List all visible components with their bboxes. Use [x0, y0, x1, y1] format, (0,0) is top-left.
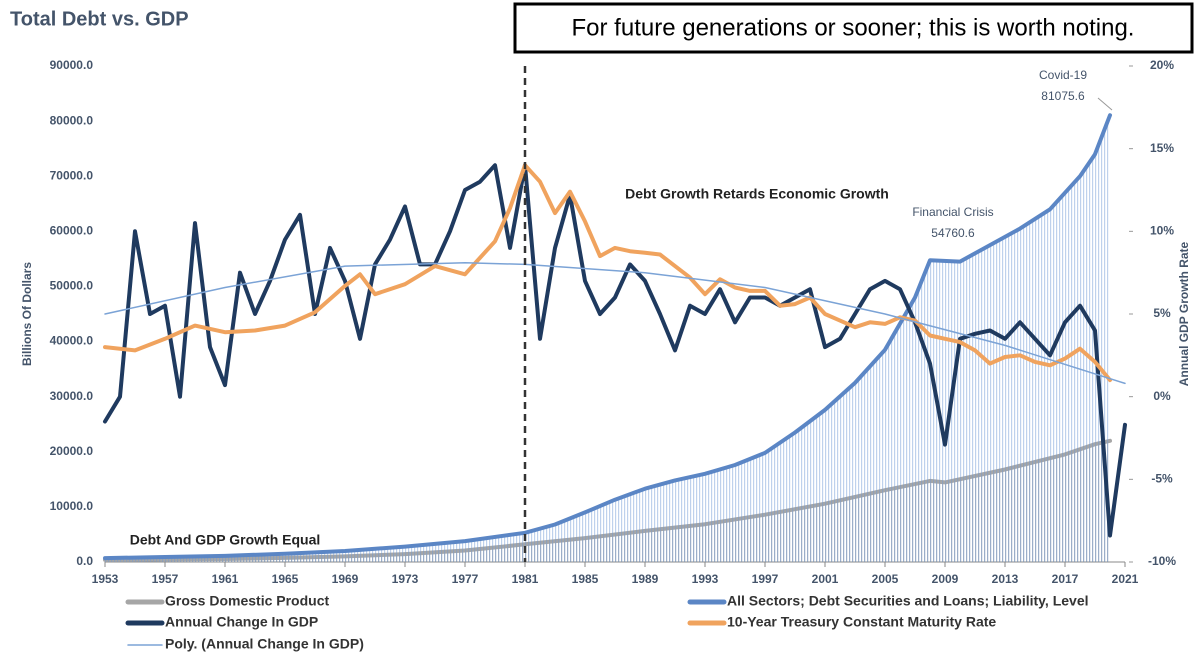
legend-label: Poly. (Annual Change In GDP)	[165, 636, 364, 652]
x-tick-label: 2021	[1112, 572, 1139, 586]
x-tick-label: 1981	[512, 572, 539, 586]
x-tick-label: 1957	[152, 572, 179, 586]
legend-label: 10-Year Treasury Constant Maturity Rate	[727, 614, 996, 630]
y-tick-label: 50000.0	[50, 279, 94, 293]
x-tick-label: 1953	[92, 572, 119, 586]
y2-tick-label: 0%	[1153, 389, 1171, 403]
x-tick-label: 1993	[692, 572, 719, 586]
series-line	[103, 163, 1112, 383]
y-tick-label: 20000.0	[50, 444, 94, 458]
y-tick-label: 80000.0	[50, 113, 94, 127]
legend-label: Annual Change In GDP	[165, 614, 318, 630]
annotation: Debt Growth Retards Economic Growth	[625, 186, 889, 202]
legend-label: All Sectors; Debt Securities and Loans; …	[727, 593, 1089, 609]
annotation: Covid-19	[1039, 68, 1087, 82]
y-tick-label: 30000.0	[50, 389, 94, 403]
x-tick-label: 2001	[812, 572, 839, 586]
x-tick-label: 1961	[212, 572, 239, 586]
legend-label: Gross Domestic Product	[165, 593, 329, 609]
note-box	[513, 2, 1194, 54]
y2-axis-label: Annual GDP Growth Rate	[1177, 241, 1191, 386]
annotation: 54760.6	[931, 226, 975, 240]
annotation: Financial Crisis	[912, 205, 993, 219]
x-tick-label: 2009	[932, 572, 959, 586]
leader-line	[1097, 97, 1113, 111]
x-tick-label: 2013	[992, 572, 1019, 586]
y-tick-label: 90000.0	[50, 58, 94, 72]
y2-tick-label: 20%	[1150, 58, 1174, 72]
note: For future generations or sooner; this i…	[572, 14, 1135, 41]
x-tick-label: 1977	[452, 572, 479, 586]
series-area	[105, 115, 1110, 562]
x-tick-label: 1973	[392, 572, 419, 586]
x-tick-label: 2005	[872, 572, 899, 586]
y2-tick-label: 15%	[1150, 141, 1174, 155]
y-tick-label: 70000.0	[50, 168, 94, 182]
x-tick-label: 1989	[632, 572, 659, 586]
y2-tick-label: -5%	[1151, 472, 1173, 486]
y2-tick-label: -10%	[1148, 554, 1176, 568]
x-tick-label: 2017	[1052, 572, 1079, 586]
annotation: Debt And GDP Growth Equal	[130, 532, 321, 548]
annotation: 81075.6	[1041, 89, 1085, 103]
y2-tick-label: 5%	[1153, 306, 1171, 320]
y-axis-label: Billions Of Dollars	[20, 262, 34, 366]
y-tick-label: 60000.0	[50, 224, 94, 238]
series-line	[103, 113, 1112, 561]
x-tick-label: 1985	[572, 572, 599, 586]
x-tick-label: 1969	[332, 572, 359, 586]
chart-title: Total Debt vs. GDP	[10, 8, 189, 30]
y-tick-label: 0.0	[76, 554, 93, 568]
x-tick-label: 1997	[752, 572, 779, 586]
series-line	[103, 163, 1127, 538]
series-line	[104, 261, 1126, 385]
x-tick-label: 1965	[272, 572, 299, 586]
y-tick-label: 40000.0	[50, 334, 94, 348]
y2-tick-label: 10%	[1150, 224, 1174, 238]
y-tick-label: 10000.0	[50, 499, 94, 513]
